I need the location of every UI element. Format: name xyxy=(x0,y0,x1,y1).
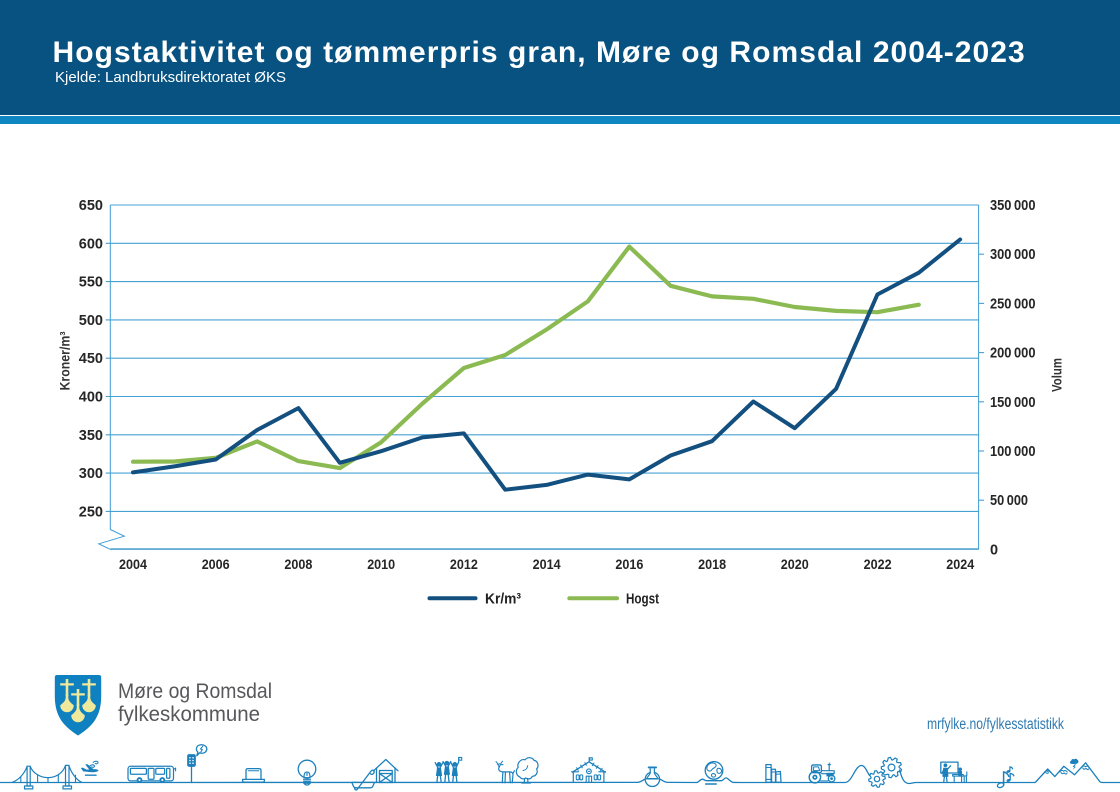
svg-text:100 000: 100 000 xyxy=(990,444,1036,460)
svg-text:250 000: 250 000 xyxy=(990,296,1036,312)
svg-text:650: 650 xyxy=(79,198,103,214)
svg-text:2022: 2022 xyxy=(864,557,892,572)
svg-text:2012: 2012 xyxy=(450,557,478,572)
svg-text:2020: 2020 xyxy=(781,557,809,572)
svg-text:2016: 2016 xyxy=(615,557,643,572)
svg-text:Kroner/m³: Kroner/m³ xyxy=(58,331,73,390)
svg-text:450: 450 xyxy=(79,351,103,367)
svg-text:600: 600 xyxy=(79,236,103,252)
svg-text:2014: 2014 xyxy=(533,557,561,572)
svg-text:250: 250 xyxy=(79,504,103,520)
svg-text:2024: 2024 xyxy=(946,557,974,572)
svg-text:500: 500 xyxy=(79,313,103,329)
svg-text:50 000: 50 000 xyxy=(990,493,1028,509)
svg-text:400: 400 xyxy=(79,390,103,406)
svg-text:350 000: 350 000 xyxy=(990,198,1036,214)
svg-text:200 000: 200 000 xyxy=(990,346,1036,362)
svg-text:0: 0 xyxy=(990,542,998,558)
svg-text:550: 550 xyxy=(79,275,103,291)
svg-text:mrfylke.no/fylkesstatistikk: mrfylke.no/fylkesstatistikk xyxy=(927,716,1064,733)
svg-text:2008: 2008 xyxy=(284,557,312,572)
svg-text:150 000: 150 000 xyxy=(990,395,1036,411)
svg-text:Kr/m³: Kr/m³ xyxy=(485,591,521,608)
svg-text:fylkeskommune: fylkeskommune xyxy=(118,702,260,726)
svg-text:2004: 2004 xyxy=(119,557,147,572)
svg-text:2018: 2018 xyxy=(698,557,726,572)
svg-text:350: 350 xyxy=(79,428,103,444)
svg-text:Møre og Romsdal: Møre og Romsdal xyxy=(118,679,272,703)
svg-text:2006: 2006 xyxy=(202,557,230,572)
svg-text:300 000: 300 000 xyxy=(990,247,1036,263)
svg-text:Hogst: Hogst xyxy=(626,591,659,608)
svg-text:Volum: Volum xyxy=(1050,358,1065,392)
svg-text:2010: 2010 xyxy=(367,557,395,572)
svg-text:300: 300 xyxy=(79,466,103,482)
